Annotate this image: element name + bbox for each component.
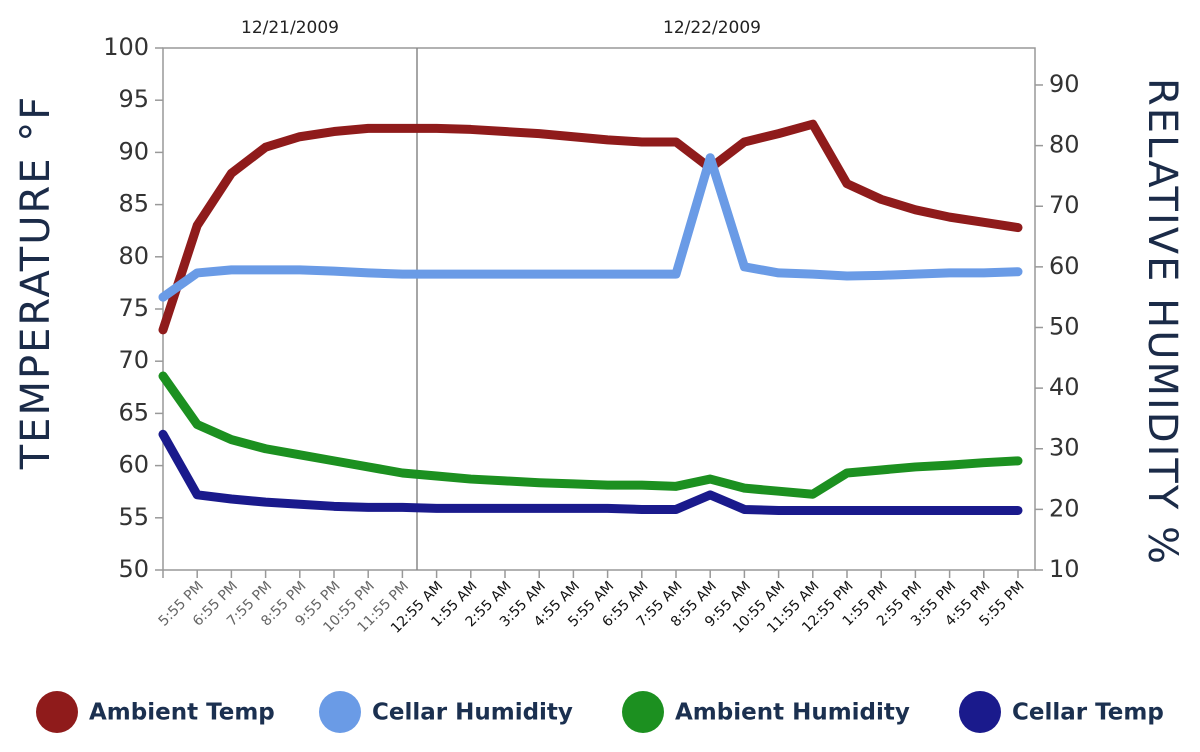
y-tick-label: 50 bbox=[118, 555, 149, 583]
legend-marker bbox=[319, 691, 361, 733]
y2-tick-label: 10 bbox=[1049, 555, 1080, 583]
y2-tick-label: 80 bbox=[1049, 131, 1080, 159]
y2-tick-label: 70 bbox=[1049, 191, 1080, 219]
y-tick-label: 90 bbox=[118, 137, 149, 165]
y-tick-label: 70 bbox=[118, 346, 149, 374]
y-tick-label: 80 bbox=[118, 242, 149, 270]
y2-tick-label: 90 bbox=[1049, 70, 1080, 98]
legend-marker bbox=[36, 691, 78, 733]
y-tick-label: 65 bbox=[118, 398, 149, 426]
y2-tick-label: 50 bbox=[1049, 312, 1080, 340]
y-axis-title: TEMPERATURE °F bbox=[13, 95, 59, 471]
y-tick-label: 55 bbox=[118, 503, 149, 531]
y2-axis-title: RELATIVE HUMIDITY % bbox=[1139, 78, 1185, 566]
y2-tick-label: 20 bbox=[1049, 494, 1080, 522]
series-line bbox=[158, 119, 1023, 335]
legend-label: Cellar Humidity bbox=[372, 700, 573, 726]
legend-label: Ambient Temp bbox=[89, 700, 275, 726]
date-annotation: 12/21/2009 bbox=[241, 18, 339, 38]
legend-label: Ambient Humidity bbox=[675, 700, 910, 726]
y-tick-label: 100 bbox=[103, 33, 149, 61]
y2-tick-label: 40 bbox=[1049, 373, 1080, 401]
series-line bbox=[158, 153, 1023, 302]
y-tick-label: 95 bbox=[118, 85, 149, 113]
series-line bbox=[158, 429, 1023, 515]
y2-tick-label: 30 bbox=[1049, 434, 1080, 462]
legend-marker bbox=[622, 691, 664, 733]
date-annotation: 12/22/2009 bbox=[663, 18, 761, 38]
y-tick-label: 85 bbox=[118, 190, 149, 218]
y2-tick-label: 60 bbox=[1049, 252, 1080, 280]
series-line bbox=[158, 371, 1023, 499]
legend-label: Cellar Temp bbox=[1012, 700, 1164, 726]
legend-marker bbox=[959, 691, 1001, 733]
y-tick-label: 75 bbox=[118, 294, 149, 322]
plot-frame bbox=[162, 47, 1036, 571]
y-tick-label: 60 bbox=[118, 451, 149, 479]
